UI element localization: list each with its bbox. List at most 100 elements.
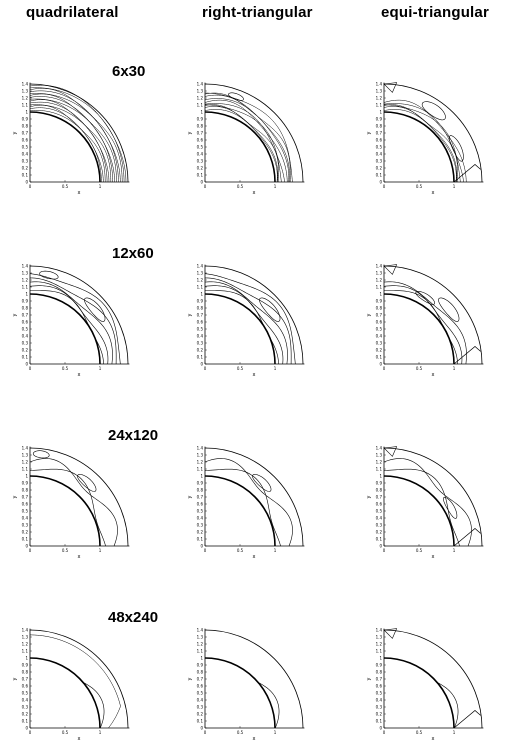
y-tick-label: 0.6 <box>197 319 204 324</box>
inner-boundary-arc <box>383 657 455 729</box>
x-tick-label: 1 <box>274 366 277 371</box>
corner-artifact-top <box>383 628 398 639</box>
contour-line <box>30 290 104 365</box>
contour-line <box>205 290 279 365</box>
contour-line <box>383 281 467 365</box>
x-tick-label: 0 <box>383 184 386 189</box>
contour-line <box>29 657 105 729</box>
y-tick-label: 0.1 <box>376 354 383 359</box>
y-axis-label: y <box>187 313 193 316</box>
x-tick-label: 0 <box>383 730 386 735</box>
contour-line <box>29 104 108 183</box>
y-tick-label: 1.4 <box>197 263 204 268</box>
inner-boundary-arc <box>29 657 101 729</box>
y-tick-label: 0.6 <box>376 137 383 142</box>
x-tick-label: 0 <box>29 184 32 189</box>
y-tick-label: 0.2 <box>197 165 204 170</box>
y-tick-label: 1.4 <box>376 263 383 268</box>
y-tick-label: 1.2 <box>197 95 204 100</box>
x-axis-label: x <box>253 554 256 560</box>
y-tick-label: 0.3 <box>22 522 29 527</box>
resolution-label-48x240: 48x240 <box>108 609 159 626</box>
outer-boundary-arc <box>383 629 483 729</box>
y-tick-label: 0 <box>379 543 382 548</box>
y-tick-label: 0.8 <box>376 669 383 674</box>
y-tick-label: 0.4 <box>376 515 383 520</box>
y-axis-label: y <box>187 677 193 680</box>
y-tick-label: 1.3 <box>376 634 383 639</box>
y-tick-label: 0 <box>25 179 28 184</box>
y-tick-label: 1.4 <box>376 627 383 632</box>
x-tick-label: 1 <box>99 184 102 189</box>
contour-loop <box>443 497 458 519</box>
x-tick-label: 1 <box>274 730 277 735</box>
y-tick-label: 0.2 <box>22 165 29 170</box>
y-tick-label: 0.3 <box>376 340 383 345</box>
y-tick-label: 1.1 <box>376 466 383 471</box>
y-tick-label: 1.4 <box>376 445 383 450</box>
y-tick-label: 0 <box>200 361 203 366</box>
y-tick-label: 1.2 <box>22 95 29 100</box>
y-tick-label: 0.2 <box>197 347 204 352</box>
y-tick-label: 0.4 <box>22 151 29 156</box>
y-tick-label: 0.8 <box>197 305 204 310</box>
contour-panel-quadrilateral-6x30: 0 0.1 0.2 0.3 0.4 0.5 0.6 0.7 0.8 0.9 1 1.1 1.2 1.3 1.… <box>12 81 130 196</box>
y-tick-label: 0.4 <box>197 697 204 702</box>
inner-boundary-arc <box>204 657 276 729</box>
y-tick-label: 1.2 <box>197 641 204 646</box>
contour-line <box>204 92 293 183</box>
contour-line <box>29 101 110 183</box>
y-tick-label: 1.2 <box>376 277 383 282</box>
x-tick-label: 0.5 <box>237 366 244 371</box>
x-tick-label: 0.5 <box>416 366 423 371</box>
y-tick-label: 1.1 <box>197 648 204 653</box>
y-tick-label: 0.7 <box>197 312 204 317</box>
contour-line <box>29 107 104 183</box>
y-tick-label: 1.2 <box>22 277 29 282</box>
y-tick-label: 1.3 <box>197 270 204 275</box>
y-tick-label: 0.1 <box>197 718 204 723</box>
y-axis-label: y <box>366 313 372 316</box>
y-tick-label: 1 <box>379 473 382 478</box>
x-tick-label: 0 <box>29 548 32 553</box>
y-tick-label: 0.6 <box>22 501 29 506</box>
y-tick-label: 1 <box>200 473 203 478</box>
contour-line <box>204 92 291 183</box>
y-tick-label: 0.2 <box>376 711 383 716</box>
contour-loop <box>448 135 464 162</box>
contour-line <box>29 468 106 547</box>
y-tick-label: 0 <box>200 179 203 184</box>
y-tick-label: 1.3 <box>376 452 383 457</box>
y-tick-label: 1.2 <box>22 459 29 464</box>
y-tick-label: 0.2 <box>376 165 383 170</box>
x-tick-label: 0 <box>204 366 207 371</box>
inner-boundary-arc <box>383 293 455 365</box>
y-tick-label: 1 <box>379 291 382 296</box>
contour-panel-right-triangular-12x60: 0 0.1 0.2 0.3 0.4 0.5 0.6 0.7 0.8 0.9 1 1.1 1.2 1.3 1.… <box>187 263 305 378</box>
contour-line <box>383 468 460 547</box>
y-tick-label: 1.1 <box>197 102 204 107</box>
column-header-equi-triangular: equi-triangular <box>381 4 490 21</box>
inner-boundary-arc <box>204 111 276 183</box>
y-tick-label: 0.5 <box>197 690 204 695</box>
contour-line <box>204 657 280 729</box>
x-axis-label: x <box>78 372 81 378</box>
outer-boundary-arc <box>29 447 129 547</box>
y-tick-label: 0.9 <box>22 662 29 667</box>
inner-boundary-arc <box>204 475 276 547</box>
contour-line <box>383 109 457 183</box>
x-tick-label: 0.5 <box>62 730 69 735</box>
contour-loop <box>32 450 50 459</box>
y-tick-label: 0.9 <box>376 480 383 485</box>
y-tick-label: 0.6 <box>22 683 29 688</box>
x-tick-label: 0.5 <box>62 184 69 189</box>
y-axis-label: y <box>12 313 18 316</box>
y-tick-label: 0 <box>25 725 28 730</box>
y-axis-label: y <box>187 131 193 134</box>
contour-line <box>204 468 281 547</box>
contour-line <box>204 281 288 365</box>
y-tick-label: 1.4 <box>197 627 204 632</box>
y-tick-label: 0.9 <box>376 662 383 667</box>
y-tick-label: 0.2 <box>376 529 383 534</box>
contour-loop <box>259 297 281 322</box>
